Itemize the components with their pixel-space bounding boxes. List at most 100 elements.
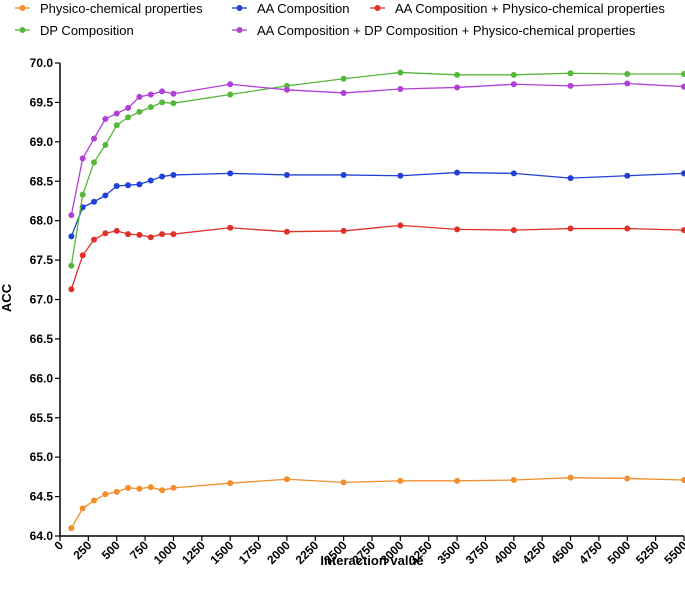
y-tick-label: 64.0	[30, 529, 54, 543]
data-point	[136, 108, 143, 115]
data-point	[79, 505, 86, 512]
data-point	[227, 224, 234, 231]
data-point	[136, 485, 143, 492]
data-point	[227, 170, 234, 177]
data-point	[681, 83, 685, 90]
legend-item: AA Composition	[232, 1, 350, 16]
data-point	[170, 231, 177, 238]
data-point	[91, 198, 98, 205]
data-point	[159, 99, 166, 106]
legend-label: DP Composition	[40, 23, 134, 38]
legend-label: AA Composition + DP Composition + Physic…	[257, 23, 636, 38]
legend-item: Physico-chemical properties	[15, 1, 203, 16]
data-point	[68, 233, 75, 240]
data-point	[147, 484, 154, 491]
data-point	[91, 135, 98, 142]
data-point	[454, 226, 461, 233]
data-point	[454, 169, 461, 176]
series-2	[68, 222, 685, 293]
data-point	[510, 227, 517, 234]
data-point	[102, 192, 109, 199]
data-point	[68, 212, 75, 219]
x-tick-label: 1500	[208, 538, 237, 567]
data-point	[624, 475, 631, 482]
legend-item: AA Composition + DP Composition + Physic…	[232, 23, 636, 38]
data-point	[91, 159, 98, 166]
data-point	[340, 171, 347, 178]
x-tick-label: 5250	[633, 538, 662, 567]
data-point	[567, 70, 574, 77]
x-tick-label: 4750	[576, 538, 605, 567]
data-point	[340, 479, 347, 486]
series-1	[68, 169, 685, 240]
data-point	[170, 484, 177, 491]
data-point	[113, 110, 120, 117]
x-tick-label: 3500	[434, 538, 463, 567]
y-tick-label: 65.5	[30, 411, 54, 425]
data-point	[170, 90, 177, 97]
data-point	[147, 234, 154, 241]
data-point	[454, 477, 461, 484]
data-point	[340, 227, 347, 234]
series-line	[70, 477, 685, 529]
y-tick-label: 68.5	[30, 174, 54, 188]
data-point	[136, 231, 143, 238]
y-tick-label: 65.0	[30, 450, 54, 464]
axes	[59, 63, 684, 537]
x-tick-label: 2250	[293, 538, 322, 567]
data-point	[510, 81, 517, 88]
data-point	[113, 488, 120, 495]
data-point	[681, 477, 685, 484]
data-point	[125, 182, 132, 189]
data-point	[136, 93, 143, 100]
x-tick-label: 5500	[661, 538, 685, 567]
data-point	[340, 75, 347, 82]
data-point	[159, 231, 166, 238]
data-point	[397, 172, 404, 179]
data-point	[125, 114, 132, 121]
y-tick-label: 70.0	[30, 56, 54, 70]
data-point	[136, 181, 143, 188]
data-point	[283, 171, 290, 178]
y-axis-title: ACC	[0, 283, 14, 312]
series-3	[68, 69, 685, 269]
series-layer	[68, 69, 685, 532]
x-tick-label: 2000	[264, 538, 293, 567]
data-point	[681, 170, 685, 177]
data-point	[283, 476, 290, 483]
series-line	[70, 171, 685, 237]
data-point	[567, 175, 574, 182]
x-tick-label: 750	[127, 538, 151, 562]
data-point	[454, 71, 461, 78]
data-point	[113, 227, 120, 234]
data-point	[227, 480, 234, 487]
legend-label: AA Composition + Physico-chemical proper…	[395, 1, 665, 16]
y-tick-label: 69.0	[30, 135, 54, 149]
data-point	[147, 91, 154, 98]
data-point	[79, 155, 86, 162]
data-point	[567, 82, 574, 89]
data-point	[454, 84, 461, 91]
data-point	[159, 173, 166, 180]
x-tick-label: 500	[99, 538, 123, 562]
x-tick-label: 0	[51, 538, 66, 553]
x-axis-title: Interaction value	[320, 553, 423, 568]
y-tick-label: 66.5	[30, 332, 54, 346]
data-point	[68, 286, 75, 293]
data-point	[125, 484, 132, 491]
data-point	[170, 171, 177, 178]
data-point	[624, 225, 631, 232]
y-tick-label: 68.0	[30, 214, 54, 228]
data-point	[68, 262, 75, 269]
data-point	[397, 86, 404, 93]
legend: Physico-chemical properties AA Compositio…	[15, 1, 665, 38]
y-tick-label: 64.5	[30, 490, 54, 504]
series-4	[68, 80, 685, 219]
legend-label: Physico-chemical properties	[40, 1, 203, 16]
y-tick-label: 67.5	[30, 253, 54, 267]
data-point	[397, 222, 404, 229]
x-tick-label: 1250	[179, 538, 208, 567]
legend-label: AA Composition	[257, 1, 350, 16]
data-point	[159, 88, 166, 95]
